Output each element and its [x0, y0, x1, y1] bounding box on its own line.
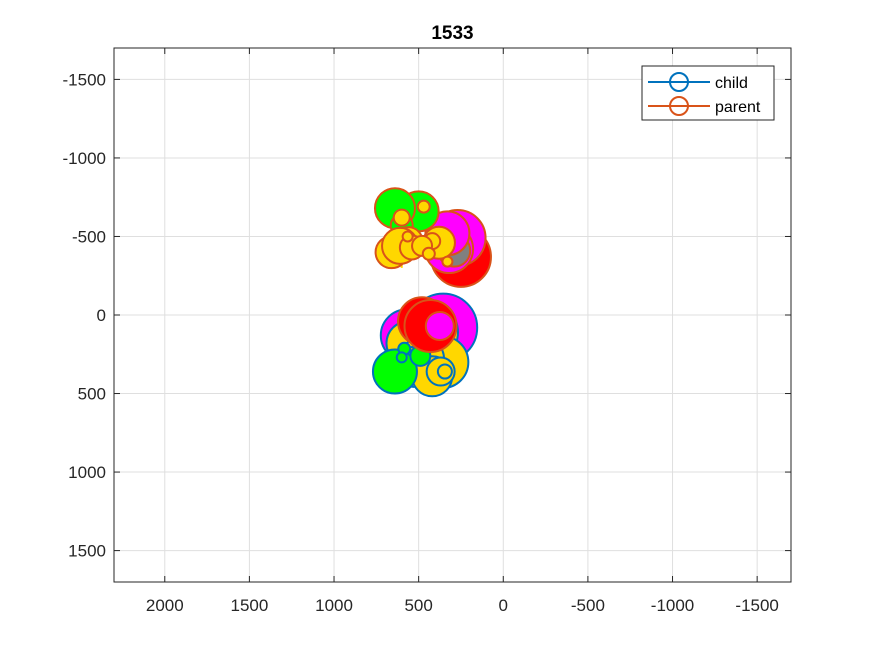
- y-tick-label: 0: [97, 306, 106, 325]
- points-layer: [371, 187, 492, 398]
- legend-marker-child: [669, 72, 689, 92]
- child-point: [395, 351, 408, 364]
- legend-marker-parent: [669, 96, 689, 116]
- parent-point: [392, 208, 411, 227]
- chart-title: 1533: [431, 23, 473, 44]
- legend-box: [641, 65, 775, 121]
- series-parent: [373, 187, 492, 353]
- legend-label-child: child: [715, 75, 748, 92]
- x-tick-labels: 2000 1500 1000 500 0 -500 -1000 -1500: [146, 596, 779, 615]
- parent-point: [441, 255, 454, 268]
- y-tick-labels: -1500 -1000 -500 0 500 1000 1500: [63, 70, 106, 560]
- child-point: [436, 363, 453, 380]
- ticks-layer: [114, 48, 791, 582]
- y-tick-label: -1000: [63, 149, 106, 168]
- legend-label-parent: parent: [715, 99, 761, 116]
- x-tick-label: 500: [404, 596, 432, 615]
- x-tick-label: -500: [571, 596, 605, 615]
- x-tick-label: -1000: [651, 596, 694, 615]
- y-tick-label: 1500: [68, 542, 106, 561]
- parent-point: [421, 246, 436, 261]
- y-tick-label: 500: [78, 385, 106, 404]
- x-tick-label: -1500: [735, 596, 778, 615]
- parent-point: [401, 230, 414, 243]
- parent-point: [416, 199, 431, 214]
- parent-point: [424, 310, 455, 341]
- y-tick-label: -500: [72, 227, 106, 246]
- x-tick-label: 1000: [315, 596, 353, 615]
- x-tick-label: 0: [499, 596, 508, 615]
- y-tick-label: -1500: [63, 70, 106, 89]
- x-tick-label: 1500: [230, 596, 268, 615]
- legend: child parent: [641, 65, 775, 121]
- y-tick-label: 1000: [68, 463, 106, 482]
- x-tick-label: 2000: [146, 596, 184, 615]
